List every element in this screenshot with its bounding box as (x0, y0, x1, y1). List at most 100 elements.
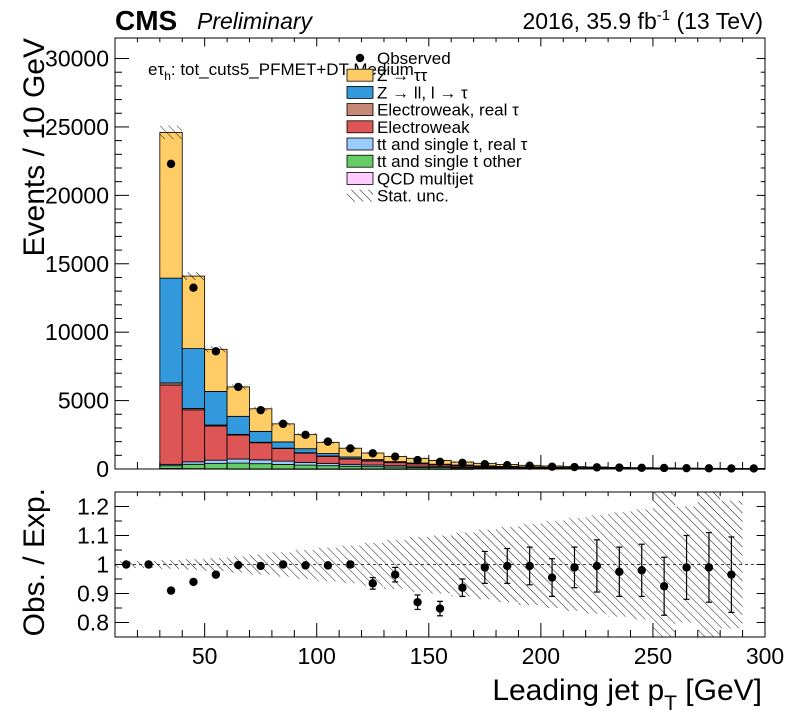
bar (226, 415, 250, 435)
legend-swatch (346, 137, 374, 151)
observed-point (435, 457, 445, 467)
observed-point (256, 405, 265, 415)
lumi-prefix: 2016, 35.9 fb (522, 8, 656, 34)
legend-label: QCD multijet (377, 169, 474, 188)
unc-bar (159, 125, 183, 140)
legend-label: Electroweak, real τ (377, 101, 519, 120)
observed-point (368, 449, 377, 458)
bar (159, 277, 183, 384)
observed-point (659, 463, 669, 473)
observed-point (547, 462, 557, 471)
ratio-point (278, 560, 288, 569)
ratio-point (211, 570, 221, 579)
x-tick-label: 150 (410, 643, 448, 669)
ratio-point (525, 561, 534, 571)
bar (226, 386, 250, 417)
observed-point (166, 159, 176, 169)
observed-point (278, 419, 288, 429)
ratio-unc-bar (361, 542, 384, 587)
x-axis-label: Leading jet pT [GeV] (492, 674, 762, 715)
ratio-plot-panel: 50 100 150 200 250 300 0.8 0.9 1 1.1 1.2 (77, 491, 784, 669)
lumi-sup: -1 (657, 7, 670, 24)
category-label: eτh: tot_cuts5_PFMET+DT Medium (148, 60, 414, 83)
observed-point (727, 464, 736, 473)
bar (204, 463, 228, 470)
legend-swatch (346, 86, 374, 99)
legend-label: tt and single t other (377, 152, 522, 171)
bar (159, 132, 183, 279)
y-tick-label: 30000 (45, 46, 109, 72)
legend-swatch (346, 154, 374, 168)
observed-point (301, 430, 310, 439)
bar (226, 434, 250, 460)
observed-point (637, 463, 646, 473)
ratio-point (570, 563, 579, 572)
lumi-suffix: (13 TeV) (670, 8, 763, 34)
legend-label: Z → ττ (377, 66, 428, 85)
legend-label: Z → ll, l → τ (377, 83, 468, 102)
bar (293, 461, 318, 466)
legend-entry: Z → ττ (346, 66, 428, 85)
observed-point (503, 460, 512, 470)
observed-point (211, 347, 221, 356)
ratio-point (301, 561, 310, 570)
bar (249, 430, 273, 443)
ratio-unc-bar (451, 532, 474, 597)
observed-point (704, 464, 714, 473)
legend-entry: Electroweak (346, 118, 470, 137)
legend-swatch (346, 120, 374, 134)
bar (204, 425, 228, 461)
bar (181, 348, 206, 409)
ratio-point (413, 598, 422, 607)
legend-entry: QCD multijet (346, 169, 474, 188)
x-tick-label: 250 (634, 643, 672, 669)
bar (271, 464, 295, 470)
bar (293, 452, 318, 463)
ratio-plot-ticks: 50 100 150 200 250 300 0.8 0.9 1 1.1 1.2 (77, 491, 784, 669)
ratio-point (346, 560, 355, 569)
ratio-point (189, 577, 198, 587)
bar (249, 459, 273, 465)
preliminary-label: Preliminary (197, 8, 314, 34)
bar (293, 448, 318, 454)
bar (204, 348, 228, 392)
ratio-point (592, 561, 602, 571)
observed-point (682, 463, 691, 473)
bar (316, 465, 340, 470)
y-tick-label: 5000 (58, 388, 109, 414)
legend-entry: Observed (355, 49, 451, 68)
ratio-point (458, 583, 467, 592)
ratio-point (682, 563, 691, 572)
category-tau: τ (157, 60, 164, 79)
observed-point (615, 463, 624, 472)
bar (159, 384, 183, 465)
x-tick-label: 100 (298, 643, 336, 669)
legend-swatch (346, 103, 374, 116)
legend-entry: Electroweak, real τ (346, 101, 519, 120)
observed-point (570, 462, 579, 472)
x-tick-label: 50 (192, 643, 218, 669)
ratio-point (480, 563, 490, 572)
bar (271, 460, 295, 465)
legend-entry: tt and single t, real τ (346, 135, 528, 154)
legend-swatch (346, 171, 374, 185)
bar (271, 448, 295, 462)
bar (181, 409, 206, 463)
ratio-point (368, 579, 377, 588)
bar (204, 391, 228, 426)
observed-point (323, 437, 333, 446)
main-plot-ticks: 0 5000 10000 15000 20000 25000 30000 (45, 38, 766, 482)
bar (204, 459, 228, 464)
y-tick-label: 20000 (45, 182, 109, 208)
bar (293, 464, 318, 470)
bar (181, 463, 206, 470)
bar (338, 458, 362, 465)
observed-point (525, 461, 534, 470)
y-tick-label: 0 (96, 456, 109, 482)
ratio-points (122, 531, 736, 617)
legend-entry: Z → ll, l → τ (346, 83, 468, 102)
legend-label: Electroweak (377, 118, 470, 137)
ratio-unc-bar (204, 558, 228, 571)
